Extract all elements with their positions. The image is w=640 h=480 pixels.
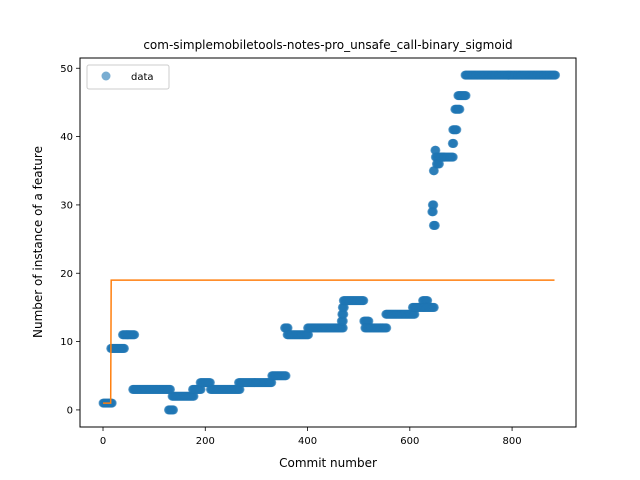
data-point [235, 384, 245, 394]
data-point [196, 384, 206, 394]
data-point [455, 104, 465, 114]
data-point [448, 152, 458, 162]
x-axis: 0 200 400 600 800 [100, 427, 522, 447]
data-point [410, 309, 420, 319]
data-point [359, 296, 369, 306]
x-tick-label: 0 [100, 436, 106, 447]
y-axis-label: Number of instance of a feature [31, 146, 45, 338]
data-point [267, 378, 277, 388]
x-axis-label: Commit number [279, 456, 377, 470]
data-point [166, 384, 176, 394]
data-point [429, 200, 439, 210]
data-point [338, 323, 348, 333]
data-point [429, 302, 439, 312]
data-point [431, 145, 441, 155]
x-tick-label: 600 [400, 436, 419, 447]
data-point [430, 220, 440, 230]
y-tick-label: 10 [60, 337, 73, 348]
y-tick-label: 30 [60, 200, 73, 211]
y-tick-label: 40 [60, 132, 73, 143]
data-point [339, 302, 349, 312]
y-tick-label: 20 [60, 269, 73, 280]
data-point [551, 70, 561, 80]
legend: data [86, 64, 170, 90]
data-point [189, 391, 199, 401]
y-tick-label: 50 [60, 64, 73, 75]
data-point [364, 316, 374, 326]
data-point [382, 323, 392, 333]
data-point [423, 296, 433, 306]
legend-marker-data [101, 71, 111, 81]
chart-title: com-simplemobiletools-notes-pro_unsafe_c… [143, 38, 512, 52]
data-point [130, 330, 140, 340]
data-point [339, 309, 349, 319]
axes-frame [79, 57, 577, 428]
data-point [449, 138, 459, 148]
data-point [428, 207, 438, 217]
data-point [304, 330, 314, 340]
data-point [429, 166, 439, 176]
plot-area [98, 70, 561, 415]
data-point [281, 371, 291, 381]
x-tick-label: 400 [298, 436, 317, 447]
data-point [283, 323, 293, 333]
data-point [338, 316, 348, 326]
data-point [452, 125, 462, 135]
data-point [205, 378, 215, 388]
legend-box [86, 64, 170, 90]
x-tick-label: 800 [503, 436, 522, 447]
y-axis: 0 10 20 30 40 50 [60, 64, 80, 416]
data-point [434, 159, 444, 169]
y-tick-label: 0 [67, 405, 73, 416]
data-point [119, 343, 129, 353]
x-tick-label: 200 [196, 436, 215, 447]
legend-label-data: data [131, 72, 154, 83]
fit-line [103, 279, 555, 404]
data-point [169, 405, 179, 415]
data-point [461, 91, 471, 101]
